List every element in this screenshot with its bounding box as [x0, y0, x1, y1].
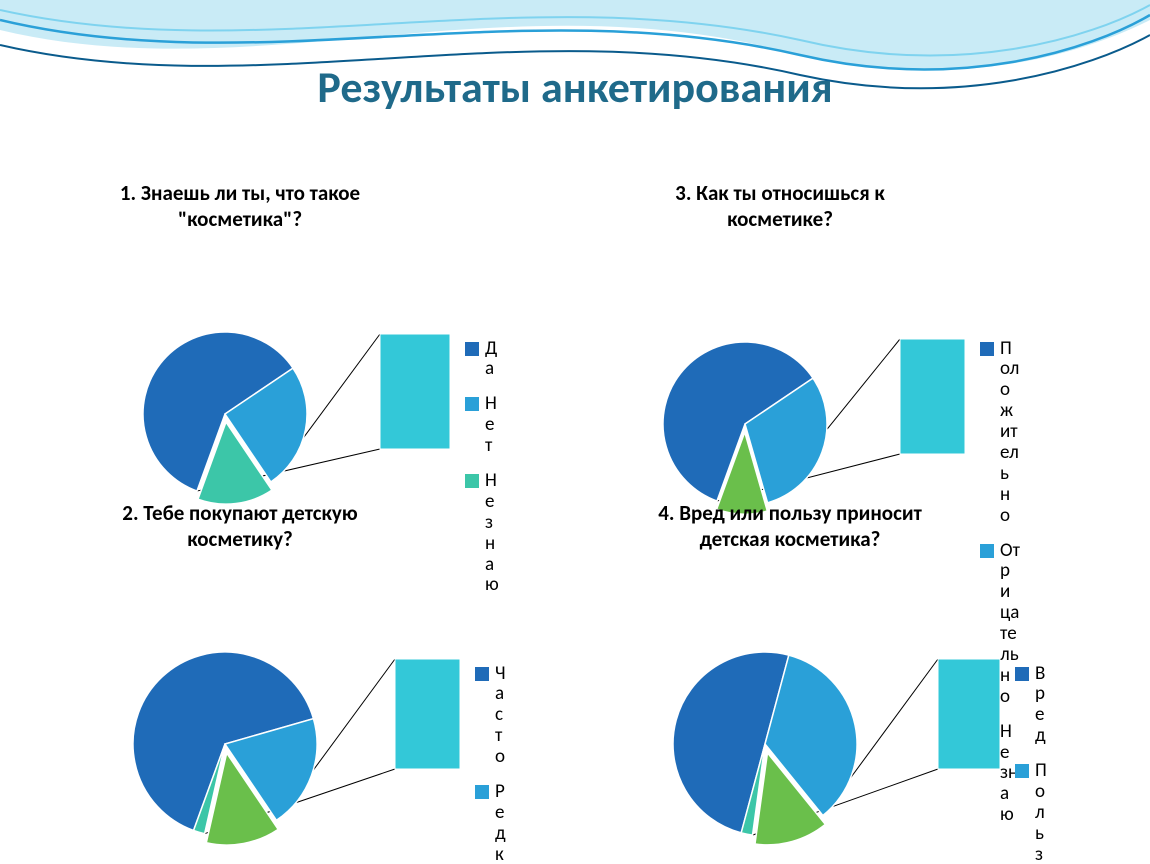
legend-item: Положитель но — [980, 339, 1020, 527]
slide-title: Результаты анкетирования — [0, 60, 1150, 114]
callout-rect — [380, 334, 450, 449]
legend-item: Вред — [1015, 664, 1049, 748]
chart-q1: 1. Знаешь ли ты, что такое "косметика"?Д… — [60, 180, 480, 544]
legend-label: Нет — [485, 394, 499, 457]
legend-swatch — [475, 667, 489, 681]
callout-rect — [395, 659, 460, 769]
legend-item: Нет — [465, 394, 499, 457]
legend-label: Незнаю — [485, 471, 499, 596]
pie-chart — [590, 559, 1010, 859]
callout-rect — [938, 659, 1000, 769]
legend-item: Редко — [475, 782, 507, 864]
legend-swatch — [465, 397, 479, 411]
legend-swatch — [1015, 667, 1029, 681]
legend-swatch — [1015, 764, 1029, 778]
legend-swatch — [465, 342, 479, 356]
chart-legend: ЧастоРедкоНикогда — [475, 664, 507, 864]
legend-swatch — [980, 342, 994, 356]
chart-title: 4. Вред или пользу приносит детская косм… — [590, 500, 990, 553]
legend-label: Часто — [495, 664, 507, 768]
legend-swatch — [475, 785, 489, 799]
chart-q3: 3. Как ты относишься к косметике? Положит… — [600, 180, 1020, 544]
legend-swatch — [465, 474, 479, 488]
chart-title: 2. Тебе покупают детскую косметику? — [60, 500, 420, 553]
legend-label: Вред — [1035, 664, 1049, 748]
chart-q4: 4. Вред или пользу приносит детская косм… — [590, 500, 1010, 864]
legend-label: Пользу — [1035, 761, 1049, 864]
chart-title: 1. Знаешь ли ты, что такое "косметика"? — [60, 180, 420, 233]
chart-title: 3. Как ты относишься к косметике? — [600, 180, 960, 233]
chart-q2: 2. Тебе покупают детскую косметику?Часто… — [60, 500, 480, 864]
legend-item: Пользу — [1015, 761, 1049, 864]
legend-label: Положитель но — [1000, 339, 1020, 527]
legend-label: Редко — [495, 782, 507, 864]
callout-rect — [900, 339, 965, 454]
pie-chart — [600, 239, 1020, 539]
chart-legend: ВредПользуНе знаю — [1015, 664, 1049, 864]
legend-item: Да — [465, 339, 499, 381]
pie-chart — [60, 559, 480, 859]
pie-chart — [60, 239, 480, 539]
legend-item: Часто — [475, 664, 507, 768]
legend-label: Да — [485, 339, 499, 381]
